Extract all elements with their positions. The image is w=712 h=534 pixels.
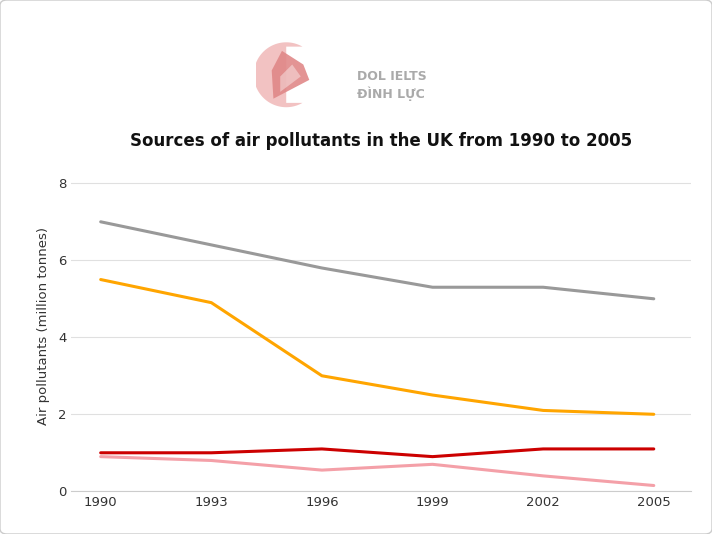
Text: ĐÌNH LỰC: ĐÌNH LỰC	[357, 87, 425, 101]
Title: Sources of air pollutants in the UK from 1990 to 2005: Sources of air pollutants in the UK from…	[130, 132, 632, 150]
Y-axis label: Air pollutants (million tonnes): Air pollutants (million tonnes)	[36, 227, 50, 425]
Polygon shape	[272, 51, 309, 99]
Text: DOL IELTS: DOL IELTS	[357, 70, 427, 83]
Polygon shape	[281, 65, 300, 92]
Polygon shape	[253, 42, 303, 107]
